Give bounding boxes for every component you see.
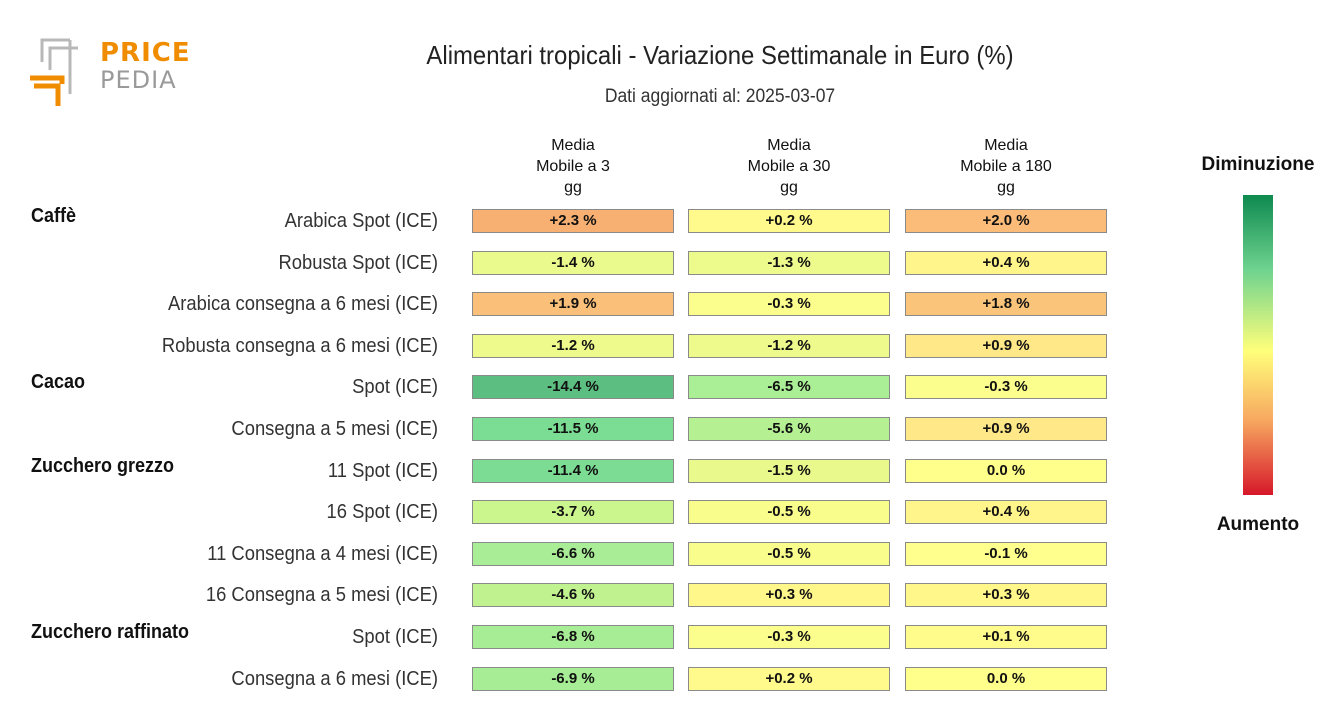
- heatmap-cell: 0.0 %: [905, 458, 1107, 483]
- heatmap-cell: -5.6 %: [688, 417, 890, 441]
- heatmap-cell: +2.3 %: [472, 209, 674, 233]
- color-scale-bar: [1243, 195, 1273, 495]
- chart-title: Alimentari tropicali - Variazione Settim…: [426, 40, 1014, 70]
- heatmap-cell: +0.4 %: [905, 250, 1107, 275]
- heatmap-cell: +0.3 %: [905, 583, 1107, 608]
- heatmap-cell: -11.5 %: [472, 417, 674, 441]
- group-label: Caffè: [31, 205, 77, 227]
- legend-bottom-label: Aumento: [1216, 514, 1300, 535]
- heatmap-cell: -6.8 %: [472, 625, 674, 649]
- heatmap-cell: -3.7 %: [472, 500, 674, 525]
- column-header: Media Mobile a 180 gg: [960, 137, 1052, 196]
- heatmap-cell: -0.1 %: [905, 541, 1107, 566]
- row-label: Arabica consegna a 6 mesi (ICE): [168, 293, 438, 316]
- heatmap-cell: -1.3 %: [688, 250, 890, 275]
- heatmap-cell: -1.2 %: [688, 333, 890, 358]
- logo-word-price: PRICE: [100, 38, 191, 68]
- heatmap-cell: +0.3 %: [688, 583, 890, 608]
- heatmap-cell: -0.3 %: [688, 292, 890, 317]
- heatmap-cell: +0.4 %: [905, 500, 1107, 525]
- group-label: Zucchero raffinato: [31, 621, 190, 643]
- heatmap-cell: -1.2 %: [472, 333, 674, 358]
- row-label: Consegna a 6 mesi (ICE): [231, 667, 438, 690]
- row-label: Robusta consegna a 6 mesi (ICE): [161, 334, 438, 357]
- row-label: Robusta Spot (ICE): [278, 251, 438, 274]
- heatmap-cell: +1.8 %: [905, 292, 1107, 317]
- heatmap-cell: +1.9 %: [472, 292, 674, 317]
- row-label: 11 Consegna a 4 mesi (ICE): [207, 542, 438, 565]
- row-label: 16 Consegna a 5 mesi (ICE): [205, 584, 438, 607]
- legend-top-label: Diminuzione: [1201, 154, 1315, 175]
- row-label: Consegna a 5 mesi (ICE): [231, 418, 438, 440]
- heatmap-cell: -0.3 %: [688, 625, 890, 649]
- heatmap-cell: -11.4 %: [472, 458, 674, 483]
- heatmap-cell: +0.2 %: [688, 666, 890, 691]
- logo-word-pedia: PEDIA: [100, 66, 177, 94]
- chart-subtitle: Dati aggiornati al: 2025-03-07: [604, 86, 836, 107]
- row-label: Arabica Spot (ICE): [284, 210, 438, 232]
- heatmap-cell: +0.9 %: [905, 417, 1107, 441]
- heatmap-cell: +0.9 %: [905, 333, 1107, 358]
- heatmap-cell: -14.4 %: [472, 375, 674, 400]
- heatmap-cell: -1.4 %: [472, 250, 674, 275]
- heatmap-cell: +0.2 %: [688, 209, 890, 233]
- heatmap-cell: +0.1 %: [905, 625, 1107, 649]
- heatmap-cell: -0.3 %: [905, 375, 1107, 400]
- column-header: Media Mobile a 3 gg: [536, 137, 610, 196]
- heatmap-cell: -4.6 %: [472, 583, 674, 608]
- group-label: Cacao: [31, 371, 86, 394]
- group-label: Zucchero grezzo: [31, 454, 175, 477]
- row-label: Spot (ICE): [352, 376, 438, 399]
- heatmap-cell: -6.5 %: [688, 375, 890, 400]
- heatmap-cell: -1.5 %: [688, 458, 890, 483]
- heatmap-cell: -0.5 %: [688, 541, 890, 566]
- row-label: Spot (ICE): [352, 626, 438, 648]
- pricepedia-logo: PRICE PEDIA: [28, 36, 191, 111]
- heatmap-cell: -0.5 %: [688, 500, 890, 525]
- heatmap-cell: +2.0 %: [905, 209, 1107, 233]
- heatmap-cell: 0.0 %: [905, 666, 1107, 691]
- column-header: Media Mobile a 30 gg: [747, 137, 831, 196]
- row-label: 11 Spot (ICE): [327, 459, 438, 482]
- row-label: 16 Spot (ICE): [326, 501, 438, 524]
- logo-mark-icon: [30, 38, 78, 106]
- heatmap-cell: -6.9 %: [472, 666, 674, 691]
- heatmap-cell: -6.6 %: [472, 541, 674, 566]
